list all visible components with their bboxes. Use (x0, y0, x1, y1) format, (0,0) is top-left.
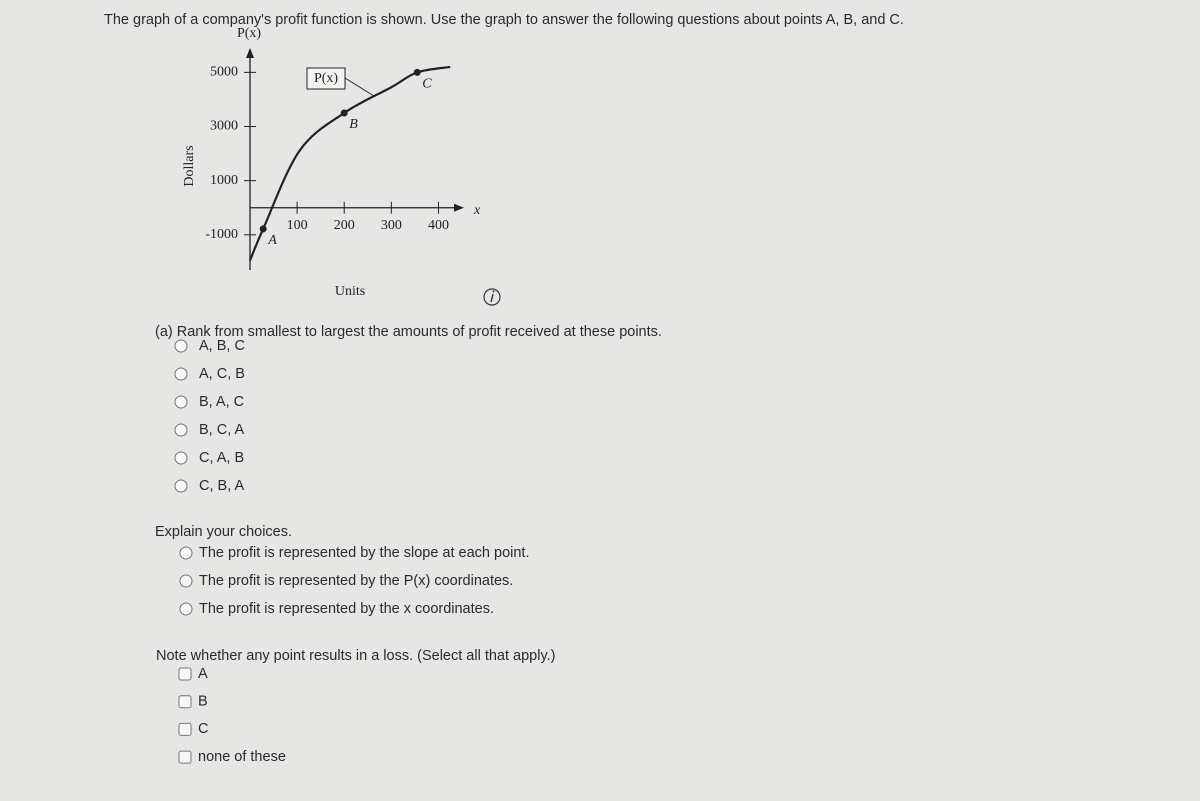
checkbox[interactable] (178, 667, 192, 681)
option-label[interactable]: C, B, A (199, 478, 244, 494)
option-label[interactable]: A (198, 666, 208, 682)
radio-button[interactable] (179, 602, 193, 616)
radio-button[interactable] (174, 479, 188, 493)
radio-button[interactable] (174, 451, 188, 465)
y-arrow (246, 48, 254, 58)
point-label: A (267, 233, 277, 248)
y-tick-label: -1000 (205, 227, 238, 242)
y-tick-label: 3000 (210, 119, 238, 134)
radio-button[interactable] (174, 339, 188, 353)
checkbox[interactable] (178, 750, 192, 764)
part-a-prompt: (a) Rank from smallest to largest the am… (155, 324, 662, 340)
x-tick-label: 100 (287, 218, 308, 233)
x-title: Units (335, 284, 365, 299)
question-title: The graph of a company's profit function… (104, 12, 904, 28)
x-arrow (454, 203, 464, 212)
option-label[interactable]: none of these (198, 749, 286, 765)
point-label: B (349, 117, 358, 132)
info-icon[interactable] (483, 288, 501, 306)
option-label[interactable]: The profit is represented by the x coord… (199, 601, 494, 617)
x-tick-label: 300 (381, 218, 402, 233)
radio-button[interactable] (179, 574, 193, 588)
radio-button[interactable] (174, 423, 188, 437)
option-label[interactable]: C, A, B (199, 450, 244, 466)
explain-prompt: Explain your choices. (155, 524, 292, 540)
y-tick-label: 1000 (210, 173, 238, 188)
radio-button[interactable] (174, 367, 188, 381)
point-label: C (422, 77, 432, 92)
point (340, 109, 348, 117)
option-label[interactable]: B, C, A (199, 422, 244, 438)
point (413, 68, 421, 76)
option-label[interactable]: B, A, C (199, 394, 244, 410)
radio-button[interactable] (174, 395, 188, 409)
option-label[interactable]: A, C, B (199, 366, 245, 382)
y-tick-label: 5000 (210, 65, 238, 80)
curve-label: P(x) (314, 71, 338, 86)
radio-button[interactable] (179, 546, 193, 560)
option-label[interactable]: The profit is represented by the P(x) co… (199, 573, 513, 589)
option-label[interactable]: B (198, 694, 208, 710)
point (259, 225, 267, 233)
option-label[interactable]: The profit is represented by the slope a… (199, 545, 529, 561)
curve-leader (344, 77, 375, 97)
loss-prompt: Note whether any point results in a loss… (156, 648, 556, 664)
option-label[interactable]: A, B, C (199, 338, 245, 354)
x-axis-label: x (473, 203, 481, 218)
x-tick-label: 200 (334, 218, 355, 233)
checkbox[interactable] (178, 695, 192, 709)
option-label[interactable]: C (198, 721, 208, 737)
x-tick-label: 400 (428, 218, 449, 233)
y-title: Dollars (182, 145, 197, 186)
checkbox[interactable] (178, 722, 192, 736)
y-axis-label: P(x) (237, 26, 261, 41)
